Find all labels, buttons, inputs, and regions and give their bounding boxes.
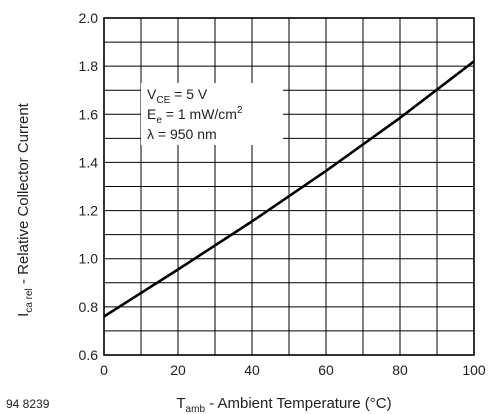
tick-labels: 0 20 40 60 80 100 0.6 0.8 1.0 1.2 1.4 1.6 1.8 2.0	[79, 10, 486, 378]
y-tick-label: 0.6	[79, 347, 99, 363]
annotation-background	[141, 83, 283, 145]
y-axis-title: Ica rel - Relative Collector Current	[15, 102, 35, 317]
y-tick-label: 1.4	[79, 154, 99, 170]
annotation-lambda: λ = 950 nm	[147, 126, 217, 142]
conditions-annotation: VCE = 5 V Ee = 1 mW/cm2 λ = 950 nm	[141, 83, 283, 145]
series-line	[103, 60, 475, 318]
y-tick-label: 1.8	[79, 58, 99, 74]
plot-frame	[103, 17, 475, 356]
y-tick-label: 2.0	[79, 10, 99, 26]
x-axis-title: Tamb - Ambient Temperature (°C)	[176, 395, 391, 414]
grid-lines	[104, 18, 474, 355]
y-tick-label: 1.0	[79, 251, 99, 267]
y-tick-label: 1.2	[79, 203, 99, 219]
x-tick-label: 80	[392, 362, 408, 378]
x-tick-label: 20	[170, 362, 186, 378]
x-tick-label: 0	[100, 362, 108, 378]
annotation-vce: VCE = 5 V	[147, 86, 208, 106]
x-tick-label: 40	[244, 362, 260, 378]
annotation-ee: Ee = 1 mW/cm2	[147, 105, 243, 126]
x-tick-label: 60	[318, 362, 334, 378]
y-tick-label: 0.8	[79, 299, 99, 315]
series-group	[103, 60, 475, 318]
y-tick-label: 1.6	[79, 106, 99, 122]
figure-id: 94 8239	[6, 397, 50, 411]
x-tick-label: 100	[462, 362, 486, 378]
